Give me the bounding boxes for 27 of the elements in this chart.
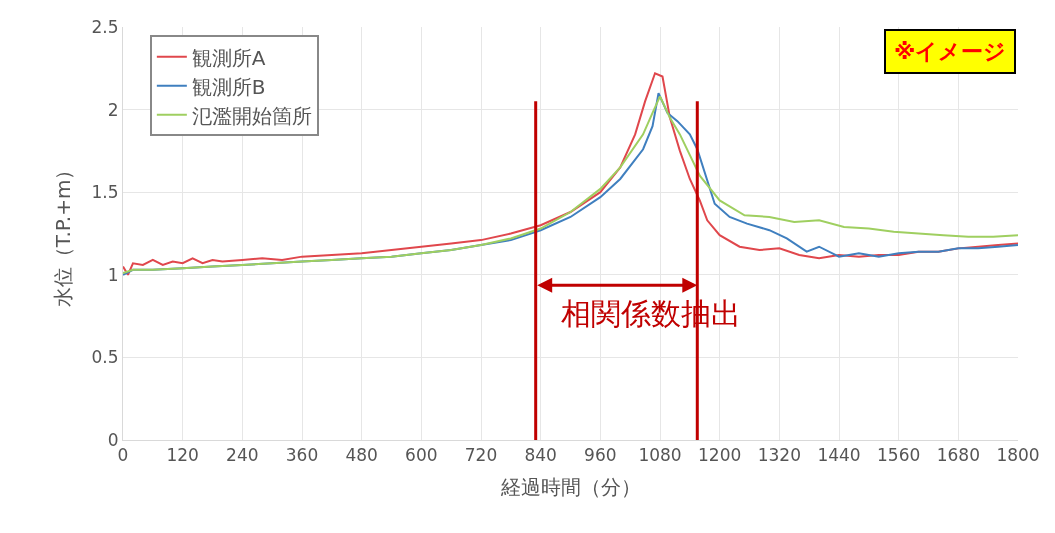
x-tick-label: 840 (524, 445, 557, 466)
x-tick-label: 1080 (638, 445, 682, 466)
x-tick-label: 120 (166, 445, 199, 466)
x-tick-label: 720 (464, 445, 498, 466)
x-tick-label: 600 (405, 445, 438, 466)
y-tick-label: 0.5 (91, 347, 119, 368)
x-tick-label: 480 (345, 445, 378, 466)
x-tick-label: 360 (285, 445, 319, 466)
legend-label: 氾濫開始箇所 (191, 103, 312, 128)
x-axis-title: 経過時間（分） (499, 474, 641, 499)
y-tick-label: 2 (107, 99, 119, 120)
x-tick-label: 1440 (817, 445, 861, 466)
x-tick-label: 1680 (936, 445, 980, 466)
x-tick-label: 1200 (698, 445, 742, 466)
x-tick-label: 960 (584, 445, 617, 466)
x-tick-label: 1560 (877, 445, 921, 466)
x-tick-label: 1800 (996, 445, 1040, 466)
legend-label: 観測所B (191, 74, 266, 99)
y-tick-label: 1.5 (91, 182, 119, 203)
legend-label: 観測所A (191, 45, 266, 70)
y-axis-title: 水位（T.P.+m） (51, 159, 76, 308)
y-tick-label: 0 (107, 429, 119, 450)
annotation: ※イメージ (894, 39, 1007, 64)
y-tick-label: 1 (107, 264, 119, 285)
x-tick-label: 240 (226, 445, 259, 466)
x-tick-label: 1320 (757, 445, 801, 466)
y-tick-label: 2.5 (91, 16, 119, 37)
